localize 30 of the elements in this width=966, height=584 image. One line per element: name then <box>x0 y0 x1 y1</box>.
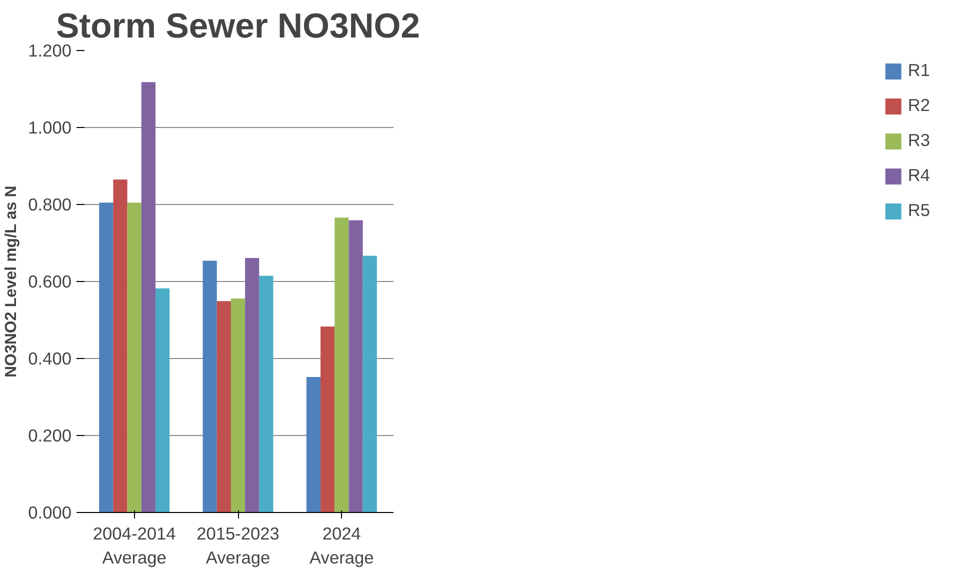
bar <box>362 256 377 512</box>
bar <box>202 260 217 512</box>
y-tick-label: 1.000 <box>28 118 72 138</box>
legend-label: R1 <box>908 60 930 81</box>
y-tick-label: 0.000 <box>28 502 72 522</box>
y-tick-label: 0.200 <box>28 426 72 446</box>
bar <box>348 220 363 512</box>
bar <box>245 258 260 512</box>
y-axis-title: NO3NO2 Level mg/L as N <box>3 186 20 378</box>
bar <box>127 202 142 512</box>
x-tick-label: 2004-2014 Average <box>92 524 176 568</box>
x-tick-label: 2024 Average <box>310 524 374 568</box>
y-tick-label: 0.400 <box>28 348 72 368</box>
bar <box>99 202 114 512</box>
bar <box>216 301 231 512</box>
legend-label: R5 <box>908 200 930 221</box>
y-tick-label: 0.600 <box>28 272 72 292</box>
legend-label: R4 <box>908 165 930 186</box>
y-tick-label: 0.800 <box>28 194 72 214</box>
bar <box>141 82 156 512</box>
bar <box>230 298 246 512</box>
bar <box>155 288 170 512</box>
bar <box>259 276 274 512</box>
bar <box>320 326 335 512</box>
bar <box>113 179 128 512</box>
x-tick-label: 2015-2023 Average <box>196 524 280 568</box>
legend-label: R2 <box>908 95 930 116</box>
bar <box>306 376 321 512</box>
bar <box>334 218 349 512</box>
legend-label: R3 <box>908 130 930 151</box>
